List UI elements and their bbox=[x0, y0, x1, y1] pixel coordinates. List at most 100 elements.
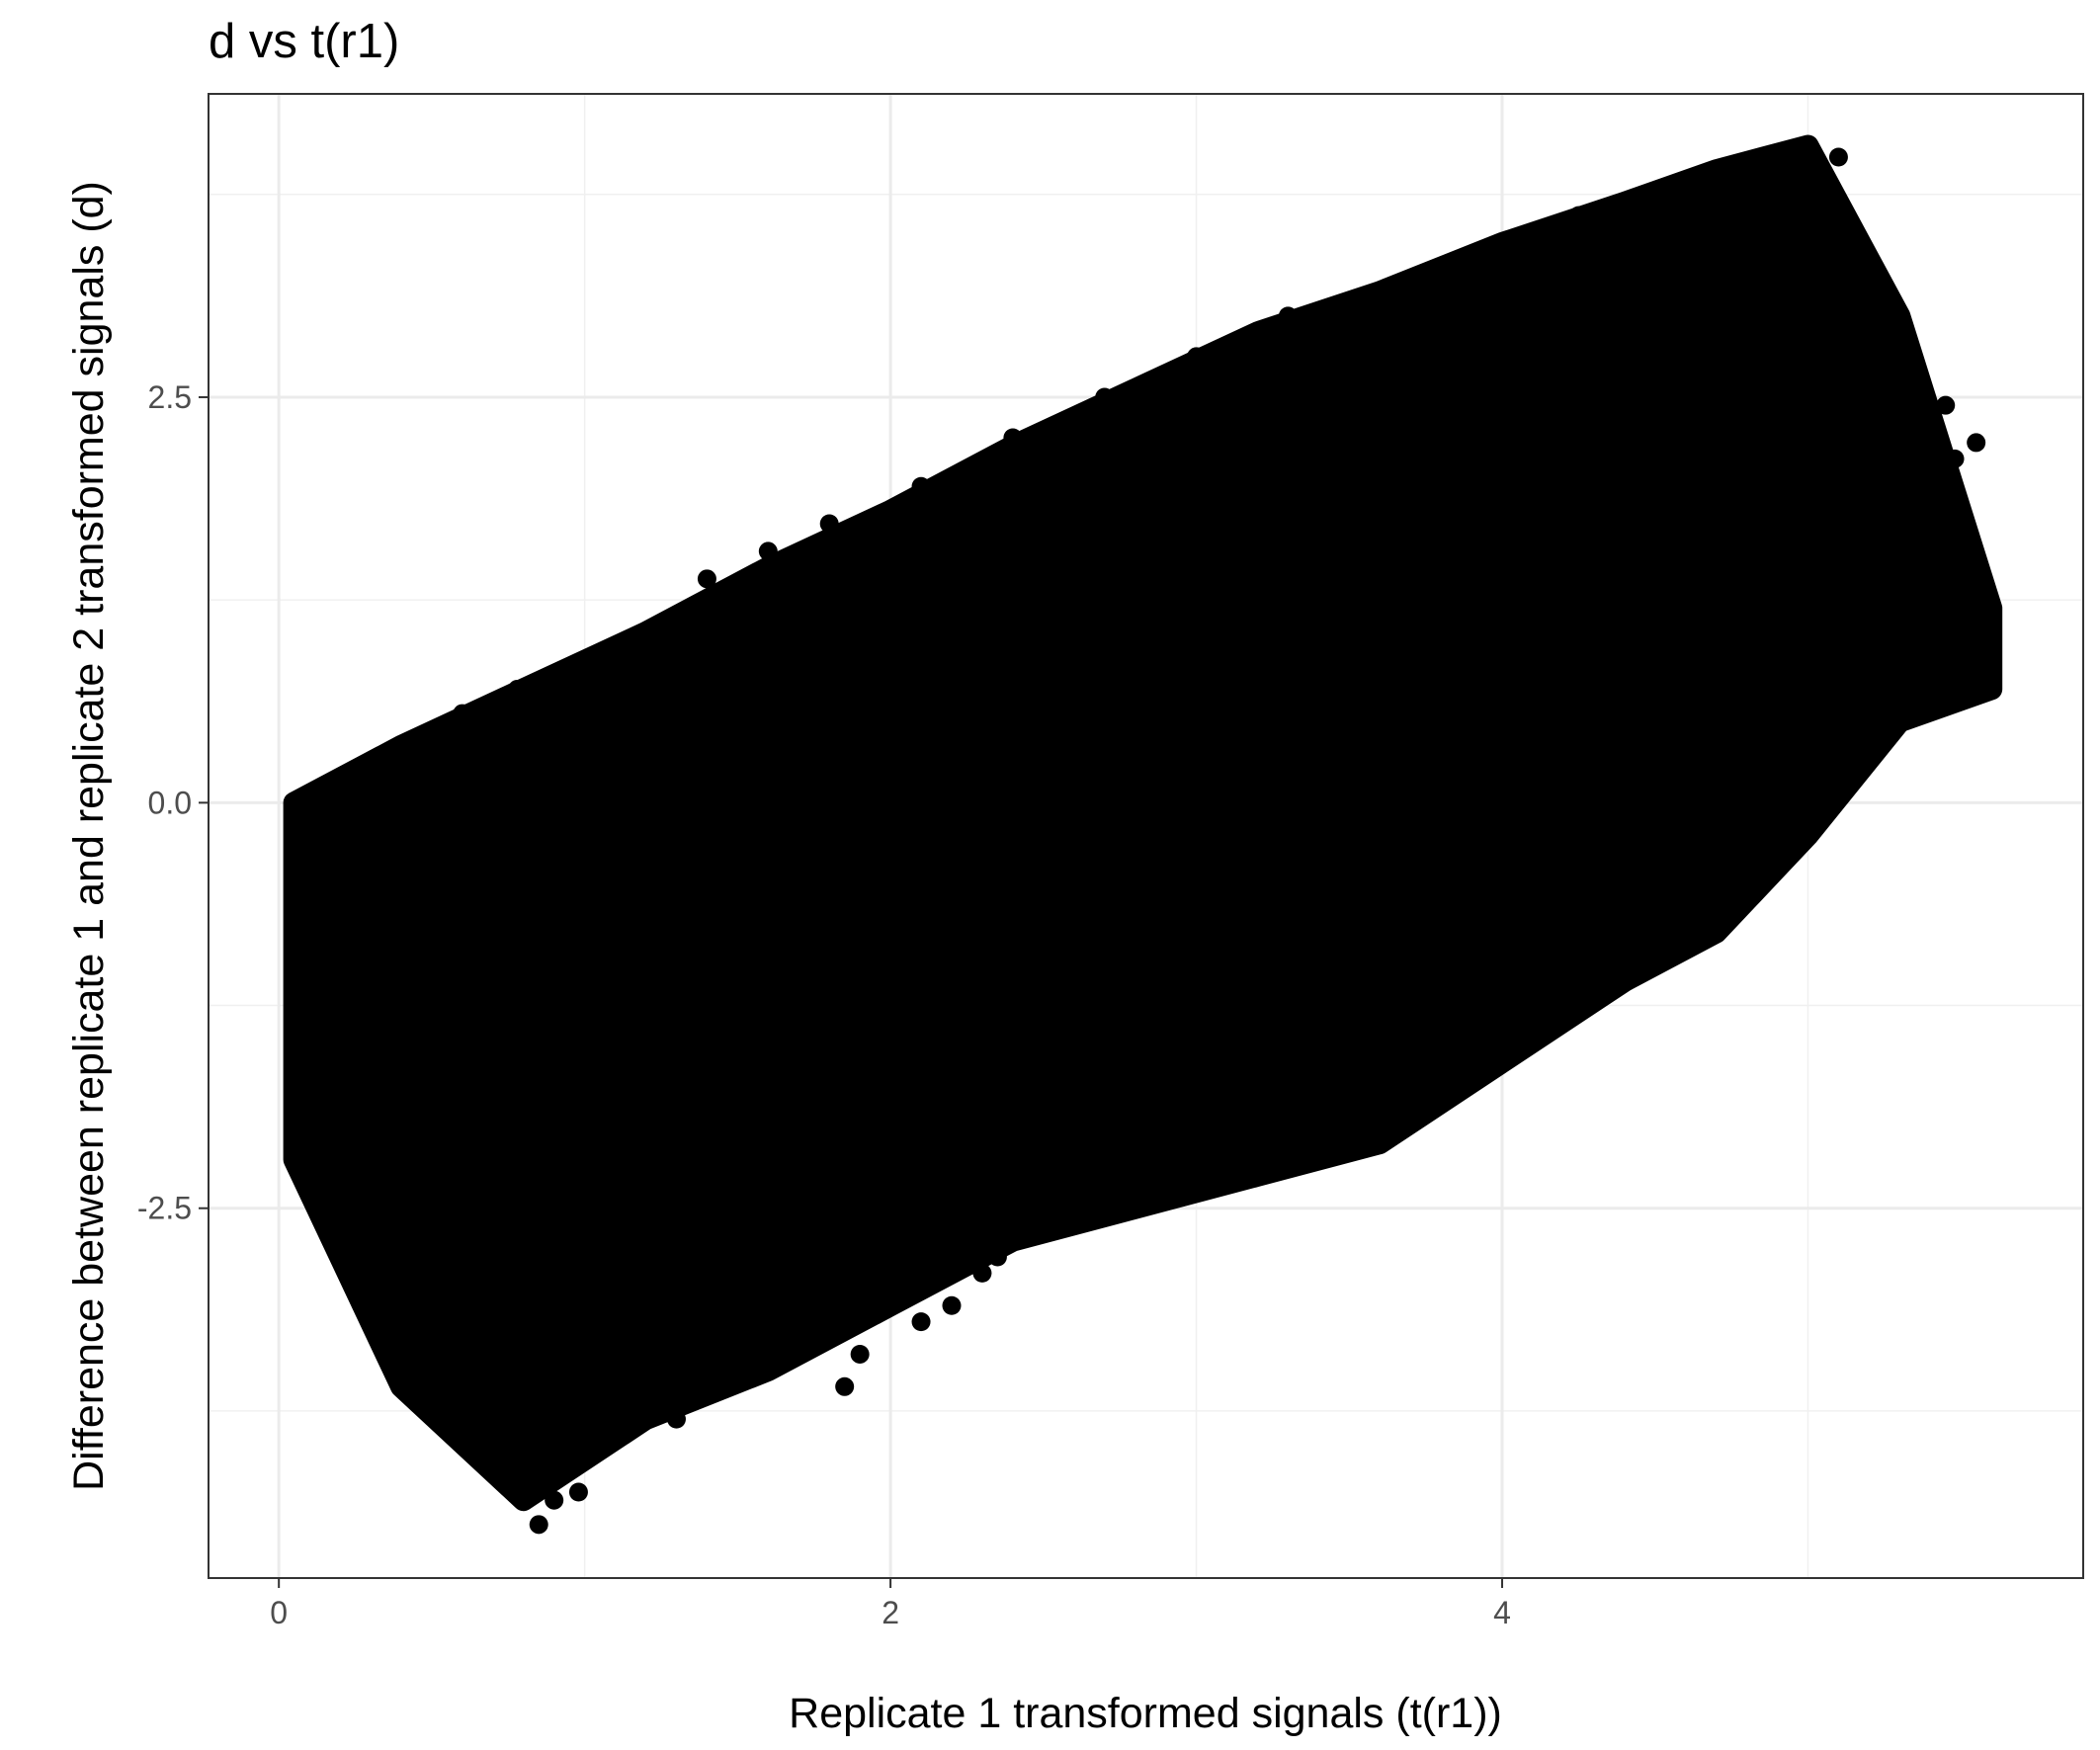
scatter-point bbox=[758, 542, 778, 561]
scatter-point bbox=[291, 812, 310, 832]
scatter-point bbox=[666, 1149, 686, 1169]
scatter-point bbox=[1707, 850, 1726, 870]
scatter-point bbox=[1492, 549, 1512, 569]
point-cloud-mass bbox=[283, 134, 2003, 1512]
scatter-point bbox=[697, 569, 716, 589]
scatter-point bbox=[942, 630, 962, 650]
y-axis-title: Difference between replicate 1 and repli… bbox=[65, 181, 113, 1491]
scatter-point bbox=[1126, 1020, 1145, 1040]
scatter-point bbox=[1339, 825, 1359, 845]
y-tick-label: 0.0 bbox=[148, 785, 192, 820]
scatter-point bbox=[850, 1344, 870, 1364]
scatter-point bbox=[437, 1385, 457, 1405]
scatter-point bbox=[1370, 1101, 1389, 1121]
scatter-point bbox=[1768, 314, 1788, 334]
scatter-point bbox=[1003, 428, 1023, 448]
scatter-point bbox=[1232, 1149, 1252, 1169]
scatter-point bbox=[1844, 752, 1864, 772]
scatter-point bbox=[294, 1149, 313, 1169]
scatter-point bbox=[835, 1376, 855, 1396]
data-points bbox=[285, 147, 2001, 1535]
scatter-point bbox=[819, 923, 839, 943]
scatter-point bbox=[666, 1409, 686, 1429]
scatter-point bbox=[651, 1376, 671, 1396]
scatter-point bbox=[1370, 282, 1389, 301]
scatter-point bbox=[1400, 1068, 1420, 1088]
x-axis-title: Replicate 1 transformed signals (t(r1)) bbox=[789, 1690, 1502, 1737]
scatter-point bbox=[911, 476, 931, 496]
scatter-point bbox=[727, 744, 747, 764]
scatter-point bbox=[1783, 785, 1803, 804]
scatter-point bbox=[1914, 460, 1934, 480]
scatter-point bbox=[376, 747, 395, 767]
scatter-point bbox=[376, 1263, 395, 1283]
scatter-point bbox=[498, 1434, 518, 1454]
scatter-point bbox=[1462, 996, 1481, 1016]
scatter-point bbox=[299, 785, 319, 804]
x-tick-label: 4 bbox=[1493, 1595, 1511, 1630]
scatter-point bbox=[391, 1336, 411, 1356]
scatter-point bbox=[621, 1369, 640, 1388]
scatter-point bbox=[529, 1515, 548, 1535]
scatter-point bbox=[1278, 1125, 1298, 1145]
scatter-point bbox=[315, 1133, 335, 1153]
scatter-point bbox=[636, 623, 656, 642]
scatter-point bbox=[1462, 249, 1481, 269]
scatter-point bbox=[1783, 163, 1803, 183]
scatter-point bbox=[568, 1482, 588, 1502]
scatter-point bbox=[1890, 375, 1909, 394]
y-tick-label: 2.5 bbox=[148, 379, 192, 415]
scatter-point bbox=[911, 1312, 931, 1332]
scatter-point bbox=[1187, 1166, 1207, 1186]
scatter-point bbox=[1676, 331, 1696, 351]
point-cloud bbox=[283, 134, 2003, 1512]
scatter-point bbox=[1951, 638, 1971, 658]
scatter-point bbox=[1859, 724, 1879, 744]
scatter-point bbox=[453, 1361, 472, 1380]
scatter-point bbox=[1890, 704, 1909, 723]
scatter-point bbox=[1324, 1105, 1344, 1125]
scatter-point bbox=[942, 1295, 962, 1315]
scatter-point bbox=[1584, 728, 1604, 748]
scatter-point bbox=[1905, 582, 1925, 602]
scatter-point bbox=[330, 774, 350, 793]
chart-title: d vs t(r1) bbox=[209, 15, 399, 68]
scatter-point bbox=[590, 1417, 610, 1437]
scatter-point bbox=[1095, 387, 1115, 407]
scatter-point bbox=[987, 1247, 1007, 1267]
scatter-point bbox=[1981, 655, 2001, 675]
scatter-point bbox=[1828, 147, 1848, 167]
scatter-point bbox=[819, 514, 839, 534]
x-axis: 0 2 4 bbox=[270, 1578, 1511, 1630]
scatter-point bbox=[489, 1450, 509, 1469]
scatter-point bbox=[1676, 882, 1696, 902]
scatter-point bbox=[361, 1199, 380, 1218]
scatter-point bbox=[1645, 225, 1665, 245]
scatter-point bbox=[1523, 222, 1543, 242]
x-tick-label: 2 bbox=[882, 1595, 899, 1630]
scatter-point bbox=[972, 1263, 992, 1283]
scatter-point bbox=[1936, 395, 1956, 415]
scatter-point bbox=[1615, 923, 1635, 943]
scatter-point bbox=[1660, 208, 1680, 228]
scatter-point bbox=[1768, 809, 1788, 829]
scatter-point bbox=[285, 792, 304, 812]
scatter-point bbox=[1431, 436, 1451, 456]
scatter-point bbox=[1676, 484, 1696, 504]
scatter-point bbox=[1492, 1044, 1512, 1064]
scatter-point bbox=[881, 761, 900, 781]
scatter-point bbox=[1936, 660, 1956, 680]
scatter-point bbox=[727, 1303, 747, 1323]
scatter-point bbox=[575, 650, 595, 670]
scatter-point bbox=[758, 1320, 778, 1340]
scatter-point bbox=[545, 1490, 564, 1510]
scatter-point bbox=[391, 874, 411, 893]
scatter-point bbox=[1813, 769, 1833, 789]
scatter-point bbox=[1034, 874, 1053, 893]
y-axis: -2.5 0.0 2.5 bbox=[137, 379, 209, 1226]
scatter-point bbox=[1523, 971, 1543, 991]
scatter-point bbox=[1813, 303, 1833, 323]
scatter-point bbox=[1126, 1174, 1145, 1194]
scatter-point bbox=[422, 1353, 442, 1373]
